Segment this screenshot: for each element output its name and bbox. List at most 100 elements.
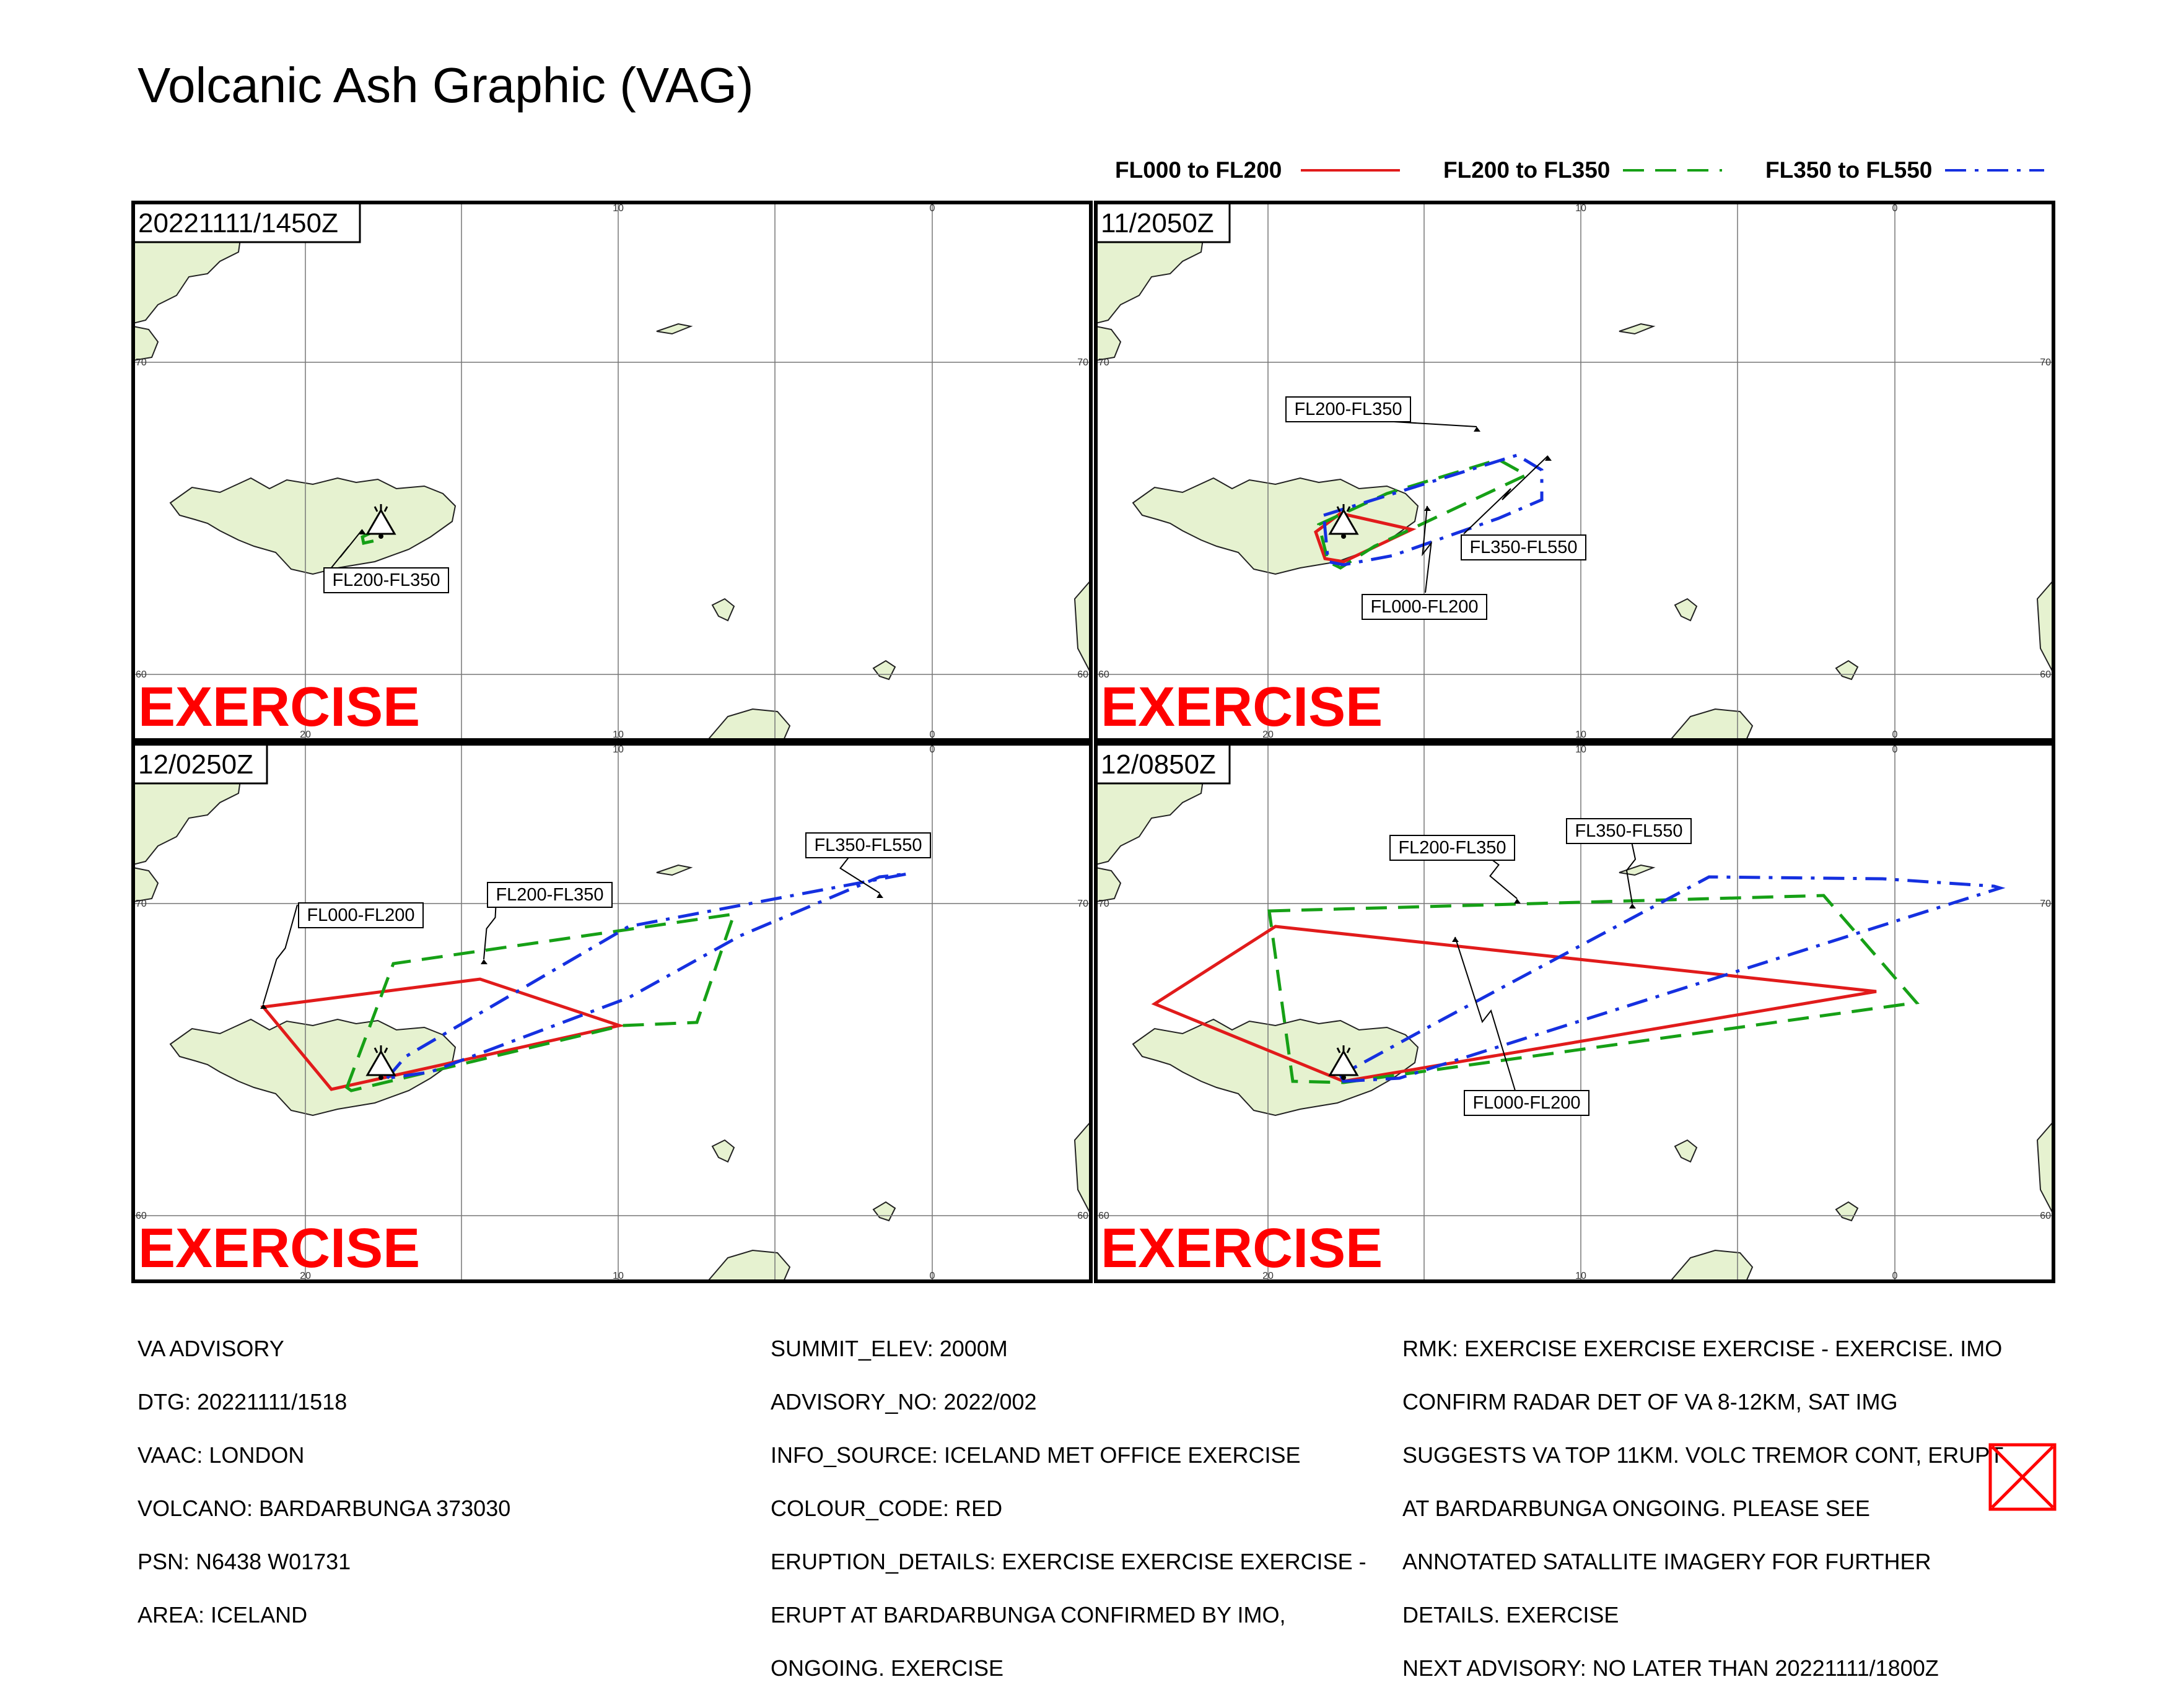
annotation-leader <box>1422 505 1432 593</box>
arrow-icon <box>359 529 366 534</box>
grid-label-right: 70 <box>2040 899 2051 909</box>
grid-label-left: 70 <box>1098 357 1109 368</box>
exercise-watermark: EXERCISE <box>1101 1218 1383 1279</box>
info-line: NEXT ADVISORY: NO LATER THAN 20221111/18… <box>1402 1655 1939 1681</box>
land-mass <box>1671 708 1754 740</box>
annotation-label: FL200-FL350 <box>1294 399 1402 419</box>
info-line: INFO_SOURCE: ICELAND MET OFFICE EXERCISE <box>771 1442 1301 1468</box>
land-mass <box>2036 579 2053 674</box>
ash-cloud-fl000-fl200 <box>260 977 626 1091</box>
land-mass <box>1619 323 1656 335</box>
annotation-box <box>487 882 613 908</box>
advisory-info-col3: RMK: EXERCISE EXERCISE EXERCISE - EXERCI… <box>1402 1309 2003 1708</box>
legend: FL000 to FL200 FL200 to FL350 FL350 to F… <box>1115 155 2044 186</box>
land-mass <box>133 325 159 362</box>
time-box <box>133 203 361 243</box>
annotation-box <box>1566 818 1692 844</box>
grid-label-right: 60 <box>1077 1211 1088 1221</box>
annotation-label: FL350-FL550 <box>1469 538 1577 557</box>
ash-cloud-fl200-fl350 <box>1267 894 1920 1084</box>
annotation-box <box>1464 1090 1589 1116</box>
panel-time: 20221111/1450Z <box>138 208 338 238</box>
grid-label-left: 60 <box>1098 1211 1109 1221</box>
panel-time: 12/0850Z <box>1101 749 1216 780</box>
annotation-label: FL350-FL550 <box>814 835 922 855</box>
info-line: ADVISORY_NO: 2022/002 <box>771 1389 1037 1414</box>
annotation-label: FL000-FL200 <box>307 905 414 925</box>
info-line: ONGOING. EXERCISE <box>771 1655 1004 1681</box>
land-mass <box>1096 866 1122 903</box>
legend-swatch-solid <box>1301 169 1400 172</box>
exercise-watermark: EXERCISE <box>1101 676 1383 738</box>
grid-label-left: 60 <box>136 1211 147 1221</box>
map-panels: 10 0 20 10 0 70 60 70 60 FL200-FL350 20221111/1450… <box>131 201 2055 1283</box>
grid-label-top: 0 <box>930 203 935 214</box>
land-mass <box>1619 864 1656 876</box>
grid-label-bottom: 0 <box>930 1271 935 1281</box>
volcano-icon <box>365 504 396 539</box>
annotation-leader <box>1463 455 1549 534</box>
arrow-icon <box>1452 937 1459 942</box>
land-mass <box>1132 477 1419 575</box>
grid-label-left: 70 <box>1098 899 1109 909</box>
land-mass <box>656 323 693 335</box>
grid-label-bottom: 20 <box>1262 1271 1274 1281</box>
grid-label-right: 60 <box>2040 1211 2051 1221</box>
panel-frame <box>131 201 1093 742</box>
grid-label-left: 70 <box>136 357 147 368</box>
annotation-box <box>805 832 931 858</box>
land-mass <box>656 864 693 876</box>
land-mass <box>1073 1120 1091 1215</box>
land-mass <box>1073 579 1091 674</box>
grid-label-right: 70 <box>1077 357 1088 368</box>
land-mass <box>709 708 791 740</box>
annotation-box <box>1362 594 1487 620</box>
panel-frame <box>1094 201 2055 742</box>
arrow-icon <box>1514 899 1521 904</box>
grid-label-left: 60 <box>1098 669 1109 680</box>
info-line: SUGGESTS VA TOP 11KM. VOLC TREMOR CONT, … <box>1402 1442 2004 1468</box>
land-mass <box>1096 325 1122 362</box>
volcano-icon <box>365 1045 396 1080</box>
land-mass <box>711 598 735 622</box>
arrow-icon <box>260 1004 267 1009</box>
annotation-box <box>1389 835 1515 861</box>
annotation-label: FL200-FL350 <box>332 570 440 590</box>
annotation-box <box>1285 396 1411 422</box>
annotation-leader <box>263 904 298 1004</box>
grid-label-right: 60 <box>2040 669 2051 680</box>
annotation-leader <box>1454 936 1518 1097</box>
grid-label-bottom: 0 <box>1892 730 1898 740</box>
volcano-icon <box>1328 504 1359 539</box>
cancel-stamp-icon <box>1988 1443 2057 1511</box>
arrow-icon <box>1424 506 1431 511</box>
ash-cloud-fl350-fl550 <box>1338 875 2006 1083</box>
info-line: VOLCANO: BARDARBUNGA 373030 <box>138 1496 511 1521</box>
time-box <box>133 744 268 785</box>
grid-label-bottom: 20 <box>300 1271 311 1281</box>
annotation-leader <box>325 529 363 576</box>
info-line: AREA: ICELAND <box>138 1602 308 1627</box>
ash-cloud-fl000-fl200 <box>1151 925 1877 1083</box>
ash-cloud-fl350-fl550 <box>383 872 908 1081</box>
grid-label-right: 70 <box>1077 899 1088 909</box>
ash-cloud-fl200-fl350 <box>1317 458 1530 570</box>
time-box <box>1096 203 1231 243</box>
legend-label: FL350 to FL550 <box>1765 157 1933 183</box>
grid-label-bottom: 0 <box>930 730 935 740</box>
grid-label-bottom: 20 <box>1262 730 1274 740</box>
grid-label-top: 0 <box>930 744 935 755</box>
annotation-box <box>298 902 424 928</box>
legend-label: FL200 to FL350 <box>1443 157 1611 183</box>
arrow-icon <box>1474 427 1480 432</box>
advisory-info-col2: SUMMIT_ELEV: 2000M ADVISORY_NO: 2022/002… <box>771 1309 1366 1708</box>
info-line: AT BARDARBUNGA ONGOING. PLEASE SEE <box>1402 1496 1870 1521</box>
panel-time: 11/2050Z <box>1101 208 1214 238</box>
land-mass <box>709 1249 791 1281</box>
grid-label-bottom: 10 <box>1575 730 1586 740</box>
grid-label-top: 10 <box>1575 203 1586 214</box>
legend-label: FL000 to FL200 <box>1115 157 1282 183</box>
grid-label-bottom: 10 <box>613 1271 624 1281</box>
info-line: ERUPTION_DETAILS: EXERCISE EXERCISE EXER… <box>771 1549 1366 1574</box>
legend-swatch-dash-dot <box>1945 169 2044 172</box>
